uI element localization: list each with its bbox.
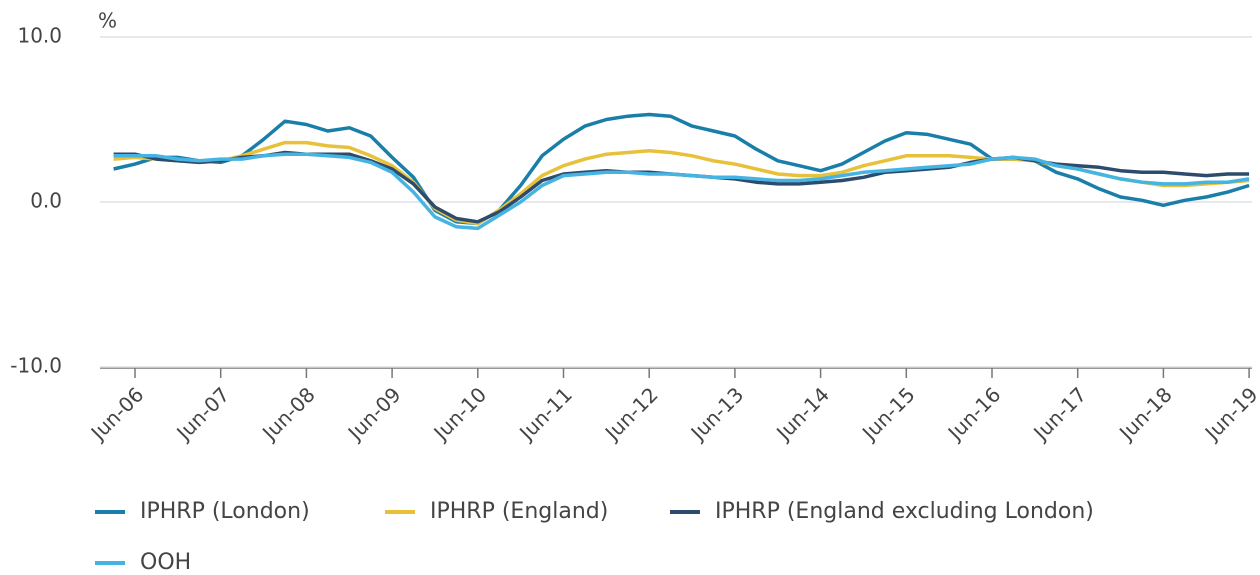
line-series xyxy=(113,112,1250,226)
y-tick-label: 10.0 xyxy=(17,24,62,48)
line-series xyxy=(113,152,1250,231)
y-axis-label: % xyxy=(98,9,117,33)
legend-label: OOH xyxy=(140,550,191,575)
x-tick-label: Jun-17 xyxy=(1028,382,1092,446)
line-series xyxy=(113,150,1250,224)
x-tick-label: Jun-16 xyxy=(942,382,1006,446)
x-tick-label: Jun-11 xyxy=(513,382,577,446)
legend-label: IPHRP (London) xyxy=(140,499,310,524)
x-tick-label: Jun-15 xyxy=(856,382,920,446)
y-tick-label: -10.0 xyxy=(10,354,62,378)
x-tick-label: Jun-10 xyxy=(428,382,492,446)
legend-label: IPHRP (England excluding London) xyxy=(715,499,1094,524)
x-tick-label: Jun-06 xyxy=(85,382,149,446)
x-tick-label: Jun-18 xyxy=(1113,382,1177,446)
x-tick-label: Jun-08 xyxy=(256,382,320,446)
legend-label: IPHRP (England) xyxy=(430,499,608,524)
x-tick-label: Jun-12 xyxy=(599,382,663,446)
x-tick-label: Jun-09 xyxy=(342,382,406,446)
y-tick-label: 0.0 xyxy=(30,189,62,213)
x-tick-label: Jun-13 xyxy=(685,382,749,446)
x-tick-label: Jun-14 xyxy=(770,382,834,446)
x-tick-label: Jun-07 xyxy=(171,382,235,446)
x-tick-label: Jun-19 xyxy=(1199,382,1260,446)
